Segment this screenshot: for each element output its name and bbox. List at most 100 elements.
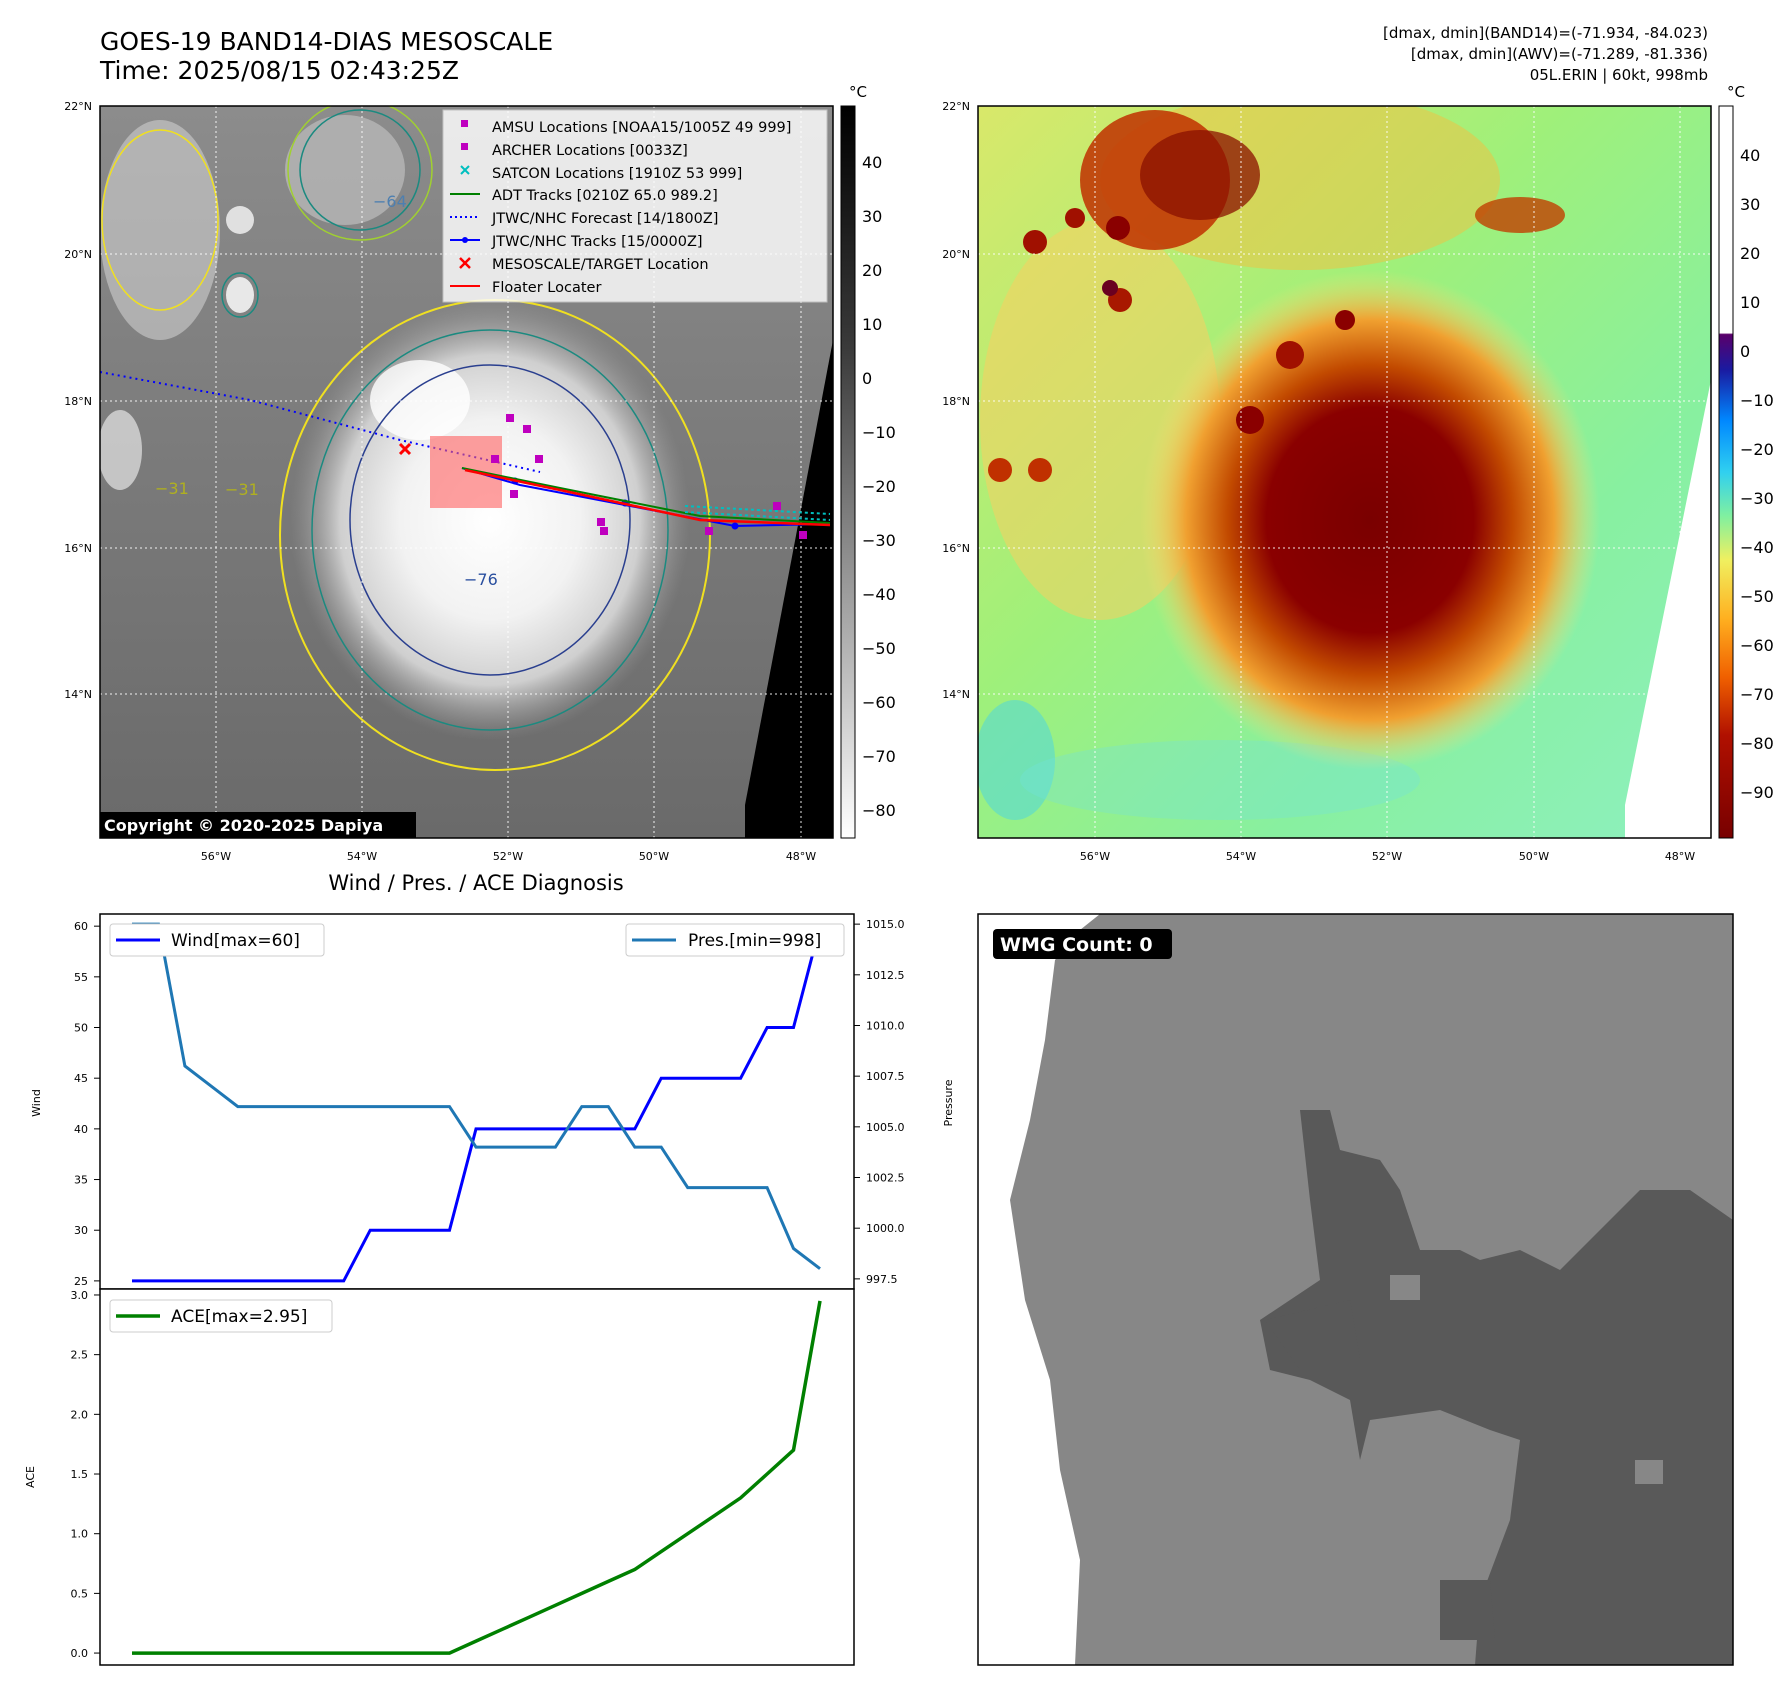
cb-tick: −10 — [862, 423, 896, 442]
lat-tick: 18°N — [942, 395, 970, 408]
lat-tick: 20°N — [942, 248, 970, 261]
ir-nodata-wedge — [745, 340, 833, 838]
wmg-panel-frame — [977, 913, 1734, 1666]
lat-tick: 22°N — [64, 100, 92, 113]
awv-lon-labels: 56°W 54°W 52°W 50°W 48°W — [1080, 850, 1695, 863]
cb-tick: 20 — [862, 261, 882, 280]
lon-tick: 52°W — [1372, 850, 1402, 863]
diagnosis-title: Wind / Pres. / ACE Diagnosis — [328, 871, 623, 895]
lat-tick: 14°N — [64, 688, 92, 701]
contour-label: −64 — [373, 192, 407, 211]
ir-panel-frame — [99, 105, 834, 839]
ace-series-line — [132, 1300, 822, 1655]
awv-colorbar — [1718, 105, 1734, 839]
legend-satcon-marker — [460, 165, 470, 175]
ir-legend: AMSU Locations [NOAA15/1005Z 49 999] ARC… — [442, 109, 828, 303]
floater-box — [430, 436, 502, 508]
lon-tick: 54°W — [347, 850, 377, 863]
cb-tick: 20 — [1740, 244, 1760, 263]
awv-colorbar-ticks: 40 30 20 10 0 −10 −20 −30 −40 −50 −60 −7… — [1740, 146, 1774, 802]
pressure-tick-label: 1002.5 — [866, 1172, 905, 1185]
pressure-tick-label: 1012.5 — [866, 969, 905, 982]
wmg-panel: WMG Count: 0 — [978, 914, 1733, 1665]
lon-tick: 52°W — [493, 850, 523, 863]
pressure-tick-label: 1010.0 — [866, 1019, 905, 1032]
lon-tick: 48°W — [1665, 850, 1695, 863]
legend-satcon: SATCON Locations [1910Z 53 999] — [492, 166, 742, 182]
cb-tick: −40 — [1740, 538, 1774, 557]
pressure-axis-label: Pressure — [942, 1079, 955, 1126]
cb-tick: −40 — [862, 585, 896, 604]
cb-tick: −10 — [1740, 391, 1774, 410]
ace-axis-ticks: 3.0 2.5 2.0 1.5 1.0 0.5 0.0 — [71, 1289, 100, 1660]
contour-label: −31 — [155, 479, 189, 498]
cb-tick: −70 — [1740, 685, 1774, 704]
copyright-box — [100, 812, 416, 838]
cb-tick: 40 — [1740, 146, 1760, 165]
cb-tick: −80 — [862, 801, 896, 820]
wind-tick-label: 45 — [74, 1072, 88, 1085]
wmg-count-box — [993, 929, 1172, 959]
awv-lat-labels: 22°N 20°N 18°N 16°N 14°N — [942, 100, 970, 701]
cb-tick: −20 — [862, 477, 896, 496]
awv-storm-core — [1140, 270, 1600, 770]
wind-legend-label: Wind[max=60] — [171, 931, 300, 951]
cb-tick: −60 — [862, 693, 896, 712]
legend-floater: Floater Locater — [492, 280, 601, 296]
wind-axis-ticks: 60 55 50 45 40 35 30 25 — [74, 920, 100, 1288]
cb-tick: 30 — [862, 207, 882, 226]
wind-tick-label: 60 — [74, 920, 88, 933]
wind-series-line — [132, 925, 822, 1283]
legend-forecast: JTWC/NHC Forecast [14/1800Z] — [491, 211, 718, 227]
satcon-points — [684, 505, 831, 521]
lon-tick: 56°W — [1080, 850, 1110, 863]
cb-tick: 10 — [1740, 293, 1760, 312]
ace-tick-label: 2.5 — [71, 1349, 89, 1362]
wind-pressure-frame — [99, 913, 855, 1290]
copyright-text: Copyright © 2020-2025 Dapiya — [104, 816, 383, 835]
amsu-archer-points — [491, 414, 807, 539]
ace-frame — [99, 1288, 855, 1666]
pressure-tick-label: 1007.5 — [866, 1070, 905, 1083]
lon-tick: 50°W — [1519, 850, 1549, 863]
legend-amsu: AMSU Locations [NOAA15/1005Z 49 999] — [492, 120, 791, 136]
legend-archer-marker — [461, 143, 468, 150]
cb-tick: −30 — [862, 531, 896, 550]
awv-gridlines — [978, 106, 1711, 838]
lon-tick: 56°W — [201, 850, 231, 863]
legend-archer: ARCHER Locations [0033Z] — [492, 143, 688, 159]
pressure-series-line — [132, 922, 821, 1270]
cb-tick: 0 — [1740, 342, 1750, 361]
mesoscale-target-marker — [398, 442, 412, 456]
awv-map-panel — [978, 106, 1711, 838]
cb-tick: −90 — [1740, 783, 1774, 802]
ace-legend: ACE[max=2.95] — [109, 1299, 333, 1333]
wind-tick-label: 50 — [74, 1022, 88, 1035]
pressure-tick-label: 1005.0 — [866, 1121, 905, 1134]
cb-tick: −60 — [1740, 636, 1774, 655]
ace-chart: 3.0 2.5 2.0 1.5 1.0 0.5 0.0 ACE ACE[max=2.95] — [24, 1288, 855, 1666]
awv-colorbar-unit: °C — [1727, 83, 1745, 101]
ir-colorbar — [840, 105, 856, 839]
wind-legend: Wind[max=60] — [109, 923, 325, 957]
wind-tick-label: 30 — [74, 1224, 88, 1237]
stats-line1: [dmax, dmin](BAND14)=(-71.934, -84.023) — [1383, 24, 1708, 42]
ace-tick-label: 1.0 — [71, 1528, 89, 1541]
ir-lon-labels: 56°W 54°W 52°W 50°W 48°W — [201, 850, 816, 863]
ir-colorbar-ticks: 40 30 20 10 0 −10 −20 −30 −40 −50 −60 −7… — [862, 153, 896, 820]
lon-tick: 48°W — [786, 850, 816, 863]
adt-track — [461, 467, 831, 524]
wind-tick-label: 35 — [74, 1174, 88, 1187]
figure-title-line2: Time: 2025/08/15 02:43:25Z — [99, 56, 459, 85]
pressure-legend-label: Pres.[min=998] — [688, 931, 821, 951]
wind-pressure-chart: 60 55 50 45 40 35 30 25 1015.0 1012.5 1010.0 1007.… — [30, 913, 955, 1290]
ace-tick-label: 0.5 — [71, 1587, 89, 1600]
cb-tick: −20 — [1740, 440, 1774, 459]
contour-64 — [311, 329, 669, 731]
legend-amsu-marker — [461, 120, 468, 127]
cb-tick: −30 — [1740, 489, 1774, 508]
contour-label: −76 — [464, 570, 498, 589]
wind-axis-label: Wind — [30, 1089, 43, 1117]
lat-tick: 22°N — [942, 100, 970, 113]
stats-line2: [dmax, dmin](AWV)=(-71.289, -81.336) — [1411, 45, 1708, 63]
